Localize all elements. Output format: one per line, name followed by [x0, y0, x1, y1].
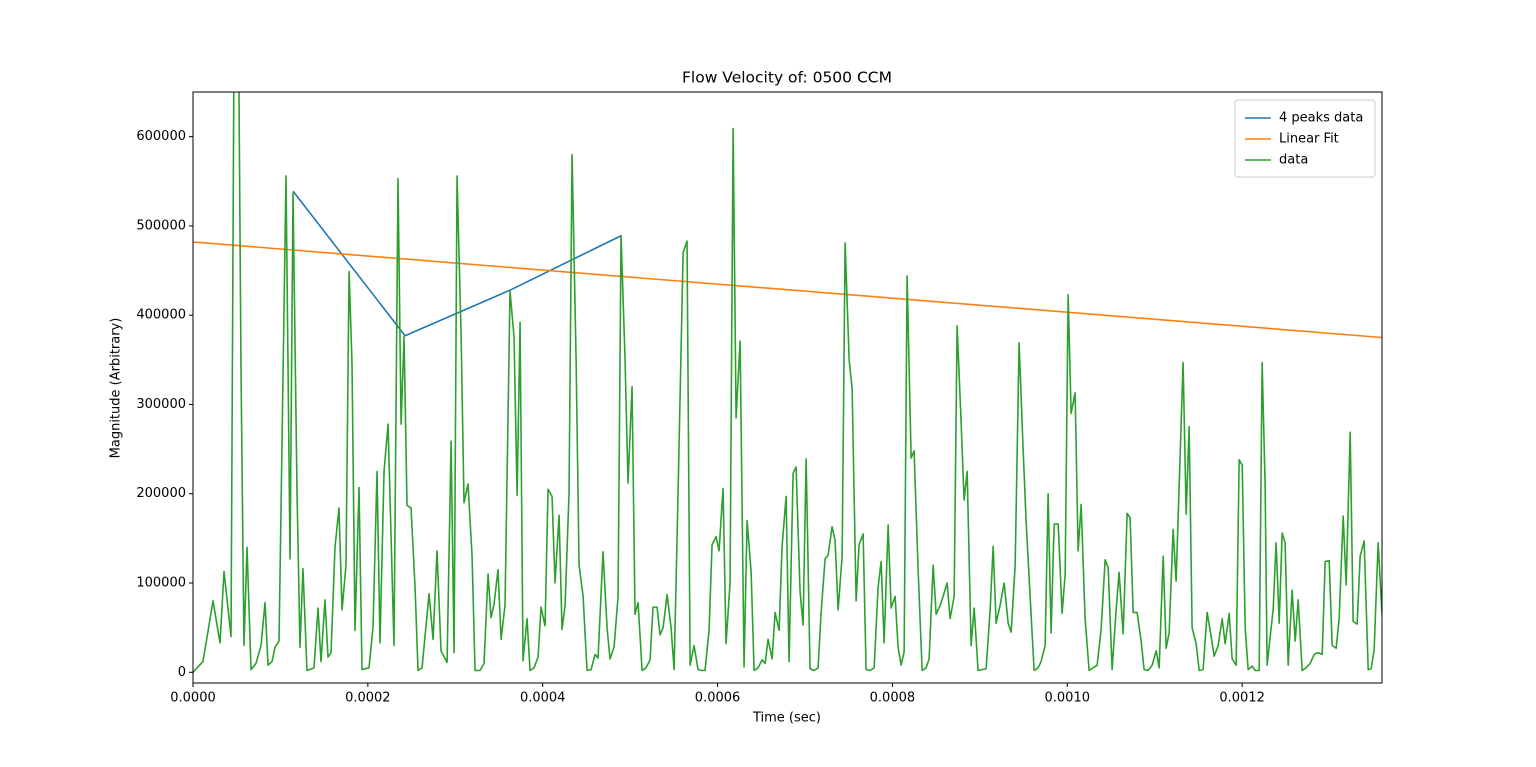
x-tick-label: 0.0012: [1219, 691, 1265, 706]
y-tick-label: 0: [178, 665, 186, 680]
x-tick-label: 0.0010: [1045, 691, 1091, 706]
axes-frame: [192, 91, 1383, 684]
x-tick-label: 0.0002: [345, 691, 391, 706]
x-tick-label: 0.0000: [170, 691, 216, 706]
y-tick-label: 200000: [136, 486, 186, 501]
y-tick-label: 100000: [136, 576, 186, 591]
y-tick-label: 300000: [136, 397, 186, 412]
legend-label: Linear Fit: [1279, 132, 1339, 147]
y-tick-label: 400000: [136, 308, 186, 323]
y-tick-label: 500000: [136, 218, 186, 233]
legend-label: data: [1279, 153, 1308, 168]
data-line: [193, 92, 1382, 673]
plot-area: [193, 92, 1382, 673]
legend-label: 4 peaks data: [1279, 111, 1363, 126]
chart-title: Flow Velocity of: 0500 CCM: [682, 69, 892, 87]
y-axis-label: Magnitude (Arbitrary): [109, 318, 124, 459]
y-tick-label: 600000: [136, 129, 186, 144]
x-axis-label: Time (sec): [752, 711, 821, 726]
data-line: [292, 190, 622, 337]
x-tick-label: 0.0008: [870, 691, 916, 706]
x-tick-label: 0.0004: [520, 691, 566, 706]
legend-box: [1234, 99, 1376, 178]
data-line: [193, 241, 1382, 339]
x-tick-label: 0.0006: [695, 691, 741, 706]
